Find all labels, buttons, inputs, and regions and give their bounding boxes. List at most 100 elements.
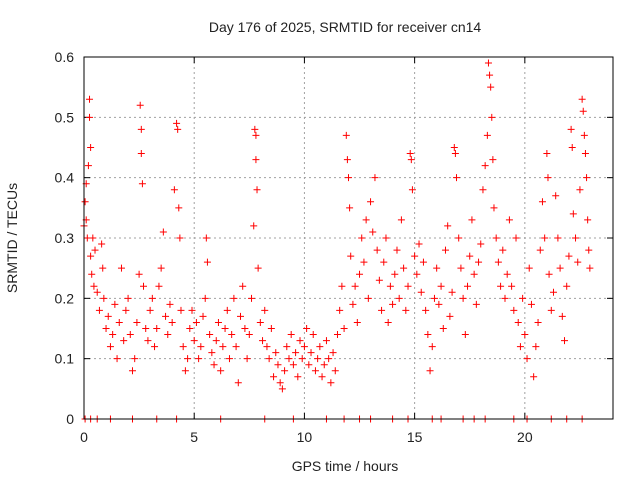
data-point [210,361,218,369]
data-point [270,373,278,381]
data-point [585,246,593,254]
data-point [574,258,582,266]
data-point [208,349,216,357]
data-point [136,101,144,109]
data-point [252,131,260,139]
data-point [367,198,375,206]
data-point [176,234,184,242]
data-point [309,331,317,339]
data-point [314,355,322,363]
data-point [475,258,483,266]
data-point [243,355,251,363]
data-point [395,294,403,302]
data-point [468,216,476,224]
data-point [214,318,222,326]
data-point [115,318,123,326]
data-point [382,234,390,242]
data-point [184,355,192,363]
data-point [510,306,518,314]
data-point [486,71,494,79]
data-point [276,379,284,387]
data-point [527,300,535,308]
data-point [188,306,196,314]
data-point [195,355,203,363]
data-point [201,294,209,302]
x-tick-label: 5 [190,429,198,445]
y-tick-label: 0.6 [55,49,75,65]
data-point [417,288,425,296]
data-point [563,282,571,290]
data-point [289,361,297,369]
data-point [572,234,580,242]
data-point [536,246,544,254]
data-point [430,294,438,302]
data-point [95,306,103,314]
data-point [340,325,348,332]
data-point [305,361,313,369]
x-axis-label: GPS time / hours [292,458,399,474]
data-point [580,131,588,139]
data-point [538,198,546,206]
data-point [296,337,304,345]
data-point [88,270,96,278]
data-point [378,306,386,314]
data-point [484,59,492,67]
data-point [380,258,388,266]
data-point [568,144,576,151]
data-point [109,331,117,339]
data-point [128,367,136,375]
data-point [106,343,114,351]
data-point [148,294,156,302]
data-point [261,306,269,314]
data-point [124,294,132,302]
data-point [406,150,414,158]
data-point [411,252,419,260]
data-point [133,318,141,326]
data-point [466,252,474,260]
data-point [173,119,181,127]
data-point [177,306,185,314]
y-tick-label: 0.1 [55,351,75,367]
data-point [327,379,335,387]
data-point [477,240,485,248]
data-point [444,222,452,230]
data-point [428,343,436,351]
data-point [338,282,346,290]
data-point [342,131,350,139]
data-point [512,234,520,242]
data-point [488,113,496,121]
data-point [547,306,555,314]
data-point [93,288,101,296]
data-point [221,325,229,332]
data-point [241,325,249,332]
data-point [576,186,584,194]
data-point [404,282,412,290]
data-point [489,156,497,164]
data-point [89,234,97,242]
x-tick-label: 10 [297,429,313,445]
y-tick-label: 0 [66,411,74,427]
data-point [346,204,354,212]
data-point [397,216,405,224]
data-point [519,294,527,302]
data-point [356,270,364,278]
data-point [137,150,145,158]
data-point [402,306,410,314]
data-point [174,125,182,133]
data-point [543,150,551,158]
data-point [552,192,560,200]
data-point [137,125,145,133]
data-point [151,343,159,351]
data-point [287,331,295,339]
data-point [100,294,108,302]
data-point [206,331,214,339]
data-point [419,258,427,266]
data-point [389,300,397,308]
data-point [481,162,489,170]
data-point [236,312,244,320]
data-point [131,355,139,363]
data-point [358,234,366,242]
data-point [250,222,258,230]
data-point [162,312,170,320]
